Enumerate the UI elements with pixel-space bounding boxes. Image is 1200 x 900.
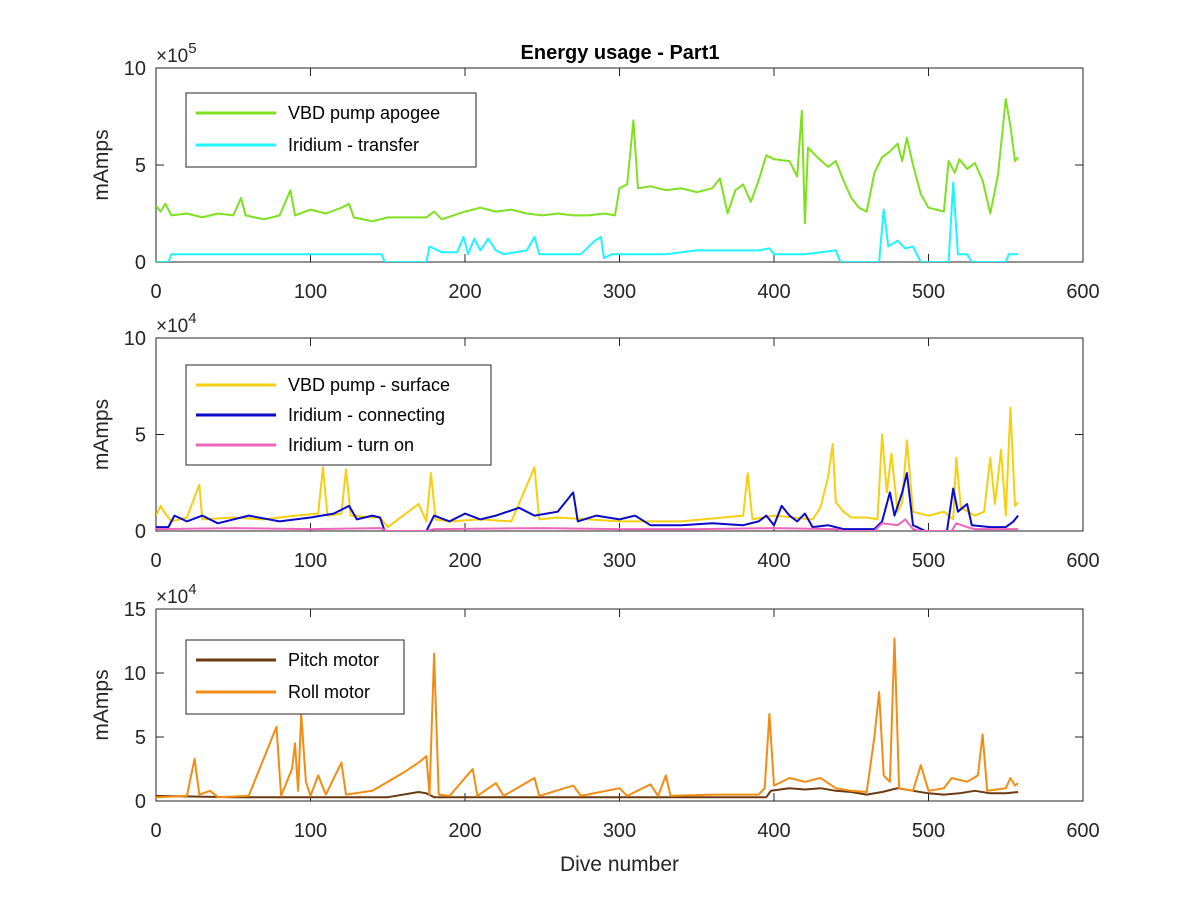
- x-tick-label: 0: [150, 820, 161, 842]
- legend-3: Pitch motor Roll motor: [185, 639, 405, 715]
- y-tick-label: 5: [135, 155, 146, 177]
- legend-entry: VBD pump apogee: [288, 103, 440, 123]
- x-tick-label: 300: [603, 820, 636, 842]
- x-tick-label: 500: [912, 281, 945, 303]
- x-tick-label: 400: [757, 550, 790, 572]
- series-line-vbd-pump-surface: [156, 406, 1019, 529]
- series-line-iridium-connecting: [156, 472, 1019, 531]
- x-tick-label: 600: [1066, 281, 1099, 303]
- chart-title: Energy usage - Part1: [521, 42, 720, 64]
- subplot-1: 0 100 200 300 400 500 600 0 5 10 ×105 mAmps VBD pump…: [90, 40, 1100, 303]
- legend-entry: Iridium - turn on: [288, 435, 414, 455]
- x-tick-label: 0: [150, 550, 161, 572]
- legend-entry: Iridium - transfer: [288, 135, 419, 155]
- legend-1: VBD pump apogee Iridium - transfer: [185, 92, 477, 168]
- series-line-roll-motor: [156, 637, 1019, 799]
- x-tick-label: 200: [448, 281, 481, 303]
- x-tick-label: 0: [150, 281, 161, 303]
- series-line-pitch-motor: [156, 787, 1019, 799]
- x-tick-label: 100: [294, 281, 327, 303]
- x-tick-label: 600: [1066, 820, 1099, 842]
- legend-entry: Pitch motor: [288, 650, 379, 670]
- subplot-3: 0 100 200 300 400 500 600 0 5 10 15 ×104 mAmps Dive n…: [90, 581, 1100, 876]
- y-tick-label: 0: [135, 791, 146, 813]
- x-tick-label: 500: [912, 550, 945, 572]
- x-tick-label: 300: [603, 550, 636, 572]
- legend-box: [185, 639, 405, 715]
- x-tick-label: 500: [912, 820, 945, 842]
- x-tick-label: 400: [757, 820, 790, 842]
- y-exponent-label: ×104: [156, 310, 197, 337]
- y-tick-label: 15: [124, 599, 146, 621]
- y-exponent-label: ×105: [156, 40, 197, 67]
- series-line-iridium-turn-on: [156, 518, 1019, 531]
- y-tick-label: 10: [124, 328, 146, 350]
- legend-2: VBD pump - surface Iridium - connecting Ir…: [185, 364, 492, 466]
- x-tick-label: 200: [448, 550, 481, 572]
- y-tick-label: 0: [135, 521, 146, 543]
- legend-entry: Roll motor: [288, 682, 370, 702]
- legend-entry: Iridium - connecting: [288, 405, 445, 425]
- y-tick-label: 10: [124, 663, 146, 685]
- y-axis-label: mAmps: [90, 129, 113, 200]
- x-tick-label: 600: [1066, 550, 1099, 572]
- y-exponent-label: ×104: [156, 581, 197, 608]
- legend-entry: VBD pump - surface: [288, 375, 450, 395]
- x-tick-label: 400: [757, 281, 790, 303]
- legend-box: [185, 92, 477, 168]
- y-tick-label: 0: [135, 252, 146, 274]
- series-line-iridium-transfer: [156, 181, 1019, 262]
- x-tick-label: 200: [448, 820, 481, 842]
- x-tick-label: 100: [294, 550, 327, 572]
- x-tick-label: 300: [603, 281, 636, 303]
- y-tick-label: 5: [135, 425, 146, 447]
- y-tick-label: 10: [124, 58, 146, 80]
- x-tick-label: 100: [294, 820, 327, 842]
- x-axis-label: Dive number: [560, 853, 679, 876]
- series-line-vbd-pump-apogee: [156, 98, 1019, 225]
- y-axis-label: mAmps: [90, 669, 113, 740]
- subplot-2: 0 100 200 300 400 500 600 0 5 10 ×104 mAmps VBD pump…: [90, 310, 1100, 572]
- y-axis-label: mAmps: [90, 399, 113, 470]
- y-tick-label: 5: [135, 727, 146, 749]
